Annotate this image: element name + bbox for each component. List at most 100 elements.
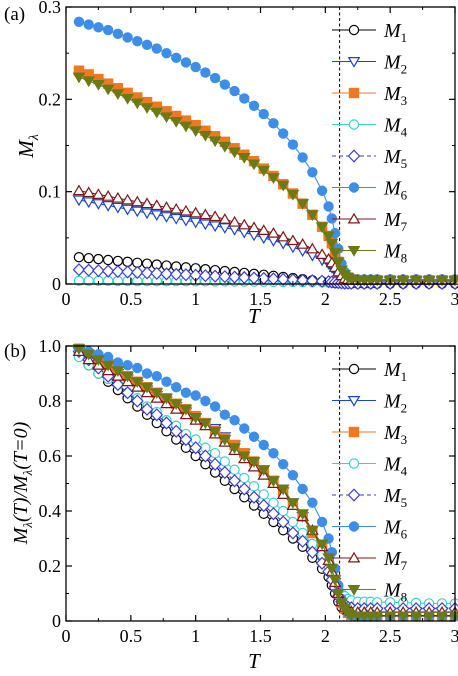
data-point-b-m8	[435, 611, 449, 623]
legend-label: M3	[383, 422, 407, 447]
data-point-a-m1	[93, 253, 104, 265]
data-point-b-m8	[257, 465, 271, 476]
data-point-b-m5	[267, 507, 280, 521]
data-point-b-m4	[229, 464, 240, 475]
data-point-a-m6	[102, 24, 114, 36]
data-point-b-m8	[296, 509, 309, 520]
y-tick-label-a: 0.1	[39, 182, 62, 202]
data-point-a-m7	[218, 213, 232, 224]
data-point-a-m6	[151, 43, 162, 54]
data-point-a-m6	[248, 100, 260, 111]
data-point-b-m6	[151, 371, 162, 382]
data-point-a-m7	[247, 221, 261, 233]
legend-marker	[347, 245, 361, 257]
data-point-b-m5	[130, 394, 144, 408]
data-point-b-m4	[268, 497, 279, 508]
data-point-a-m6	[268, 118, 279, 129]
data-point-b-m8	[160, 393, 173, 405]
data-point-b-m6	[132, 362, 143, 374]
panel-b: (b) M1 M2 M3 M4 M5 M6 M7 M8 0 0.5 1 1.5 2 2.5 3 0 0.2 0.…	[4, 336, 458, 673]
legend-entry-a-m8: M8	[332, 241, 407, 266]
legend-a: M1 M2 M3 M4 M5 M6 M7 M8	[332, 20, 408, 266]
legend-marker	[348, 426, 360, 438]
data-point-b-m5	[218, 465, 232, 480]
data-point-a-m5	[228, 270, 241, 284]
legend-label: M4	[383, 115, 408, 140]
data-point-b-m6	[277, 459, 289, 470]
data-point-b-m8	[335, 598, 348, 610]
legend-entry-b-m3: M3	[332, 422, 407, 447]
data-point-a-m6	[180, 57, 192, 68]
y-tick-label-b: 0.8	[39, 391, 62, 411]
data-point-a-m8	[296, 199, 309, 210]
data-point-a-m7	[315, 248, 329, 259]
data-point-a-m7	[179, 204, 193, 216]
y-axis-label-b-end: (T=0)	[10, 421, 32, 469]
x-tick-label-b: 0	[62, 626, 71, 646]
legend-marker	[348, 182, 360, 193]
data-point-a-m8	[276, 180, 290, 192]
legend-label: M8	[383, 580, 407, 605]
data-point-a-m6	[171, 52, 182, 63]
data-point-b-m4	[287, 516, 299, 528]
data-point-b-m6	[248, 431, 260, 442]
data-point-a-m5	[267, 272, 280, 286]
data-point-a-m8	[267, 173, 280, 185]
data-point-a-m6	[229, 85, 240, 97]
data-point-b-m6	[209, 401, 221, 412]
x-tick-label-a: 0.5	[120, 289, 143, 309]
data-point-a-m6	[132, 35, 143, 47]
legend-label: M5	[383, 146, 407, 171]
series-b-m7	[72, 345, 458, 617]
data-point-b-m6	[307, 497, 318, 508]
legend-entry-a-m3: M3	[332, 83, 407, 108]
data-point-a-m8	[370, 275, 384, 287]
y-axis-label-b-sub2: λ	[20, 469, 35, 476]
legend-marker	[347, 488, 361, 502]
data-point-b-m8	[92, 355, 105, 366]
legend-entry-b-m8: M8	[332, 580, 407, 605]
legend-entry-a-m4: M4	[332, 115, 408, 140]
legend-entry-a-m1: M1	[332, 20, 407, 45]
legend-marker	[348, 363, 360, 375]
data-point-b-m8	[121, 371, 134, 383]
data-point-a-m8	[286, 189, 300, 201]
data-point-a-m2	[82, 197, 96, 209]
legend-marker	[347, 551, 361, 563]
legend-label: M1	[383, 359, 407, 384]
data-point-a-m7	[72, 184, 86, 196]
data-point-a-m5	[160, 267, 173, 281]
data-point-a-m5	[237, 270, 251, 285]
legend-entry-a-m2: M2	[332, 52, 407, 77]
data-point-a-m7	[140, 197, 154, 209]
data-point-b-m8	[370, 611, 384, 623]
data-point-a-m5	[130, 265, 144, 280]
data-point-b-m8	[101, 360, 115, 372]
data-point-b-m4	[258, 489, 269, 500]
data-point-b-m6	[112, 357, 124, 368]
data-point-a-m6	[122, 32, 133, 43]
data-point-a-m7	[82, 186, 96, 198]
data-point-b-m8	[325, 564, 339, 575]
plot-a-data	[72, 7, 458, 290]
data-point-a-m2	[179, 215, 193, 227]
data-point-a-m8	[82, 76, 96, 88]
x-tick-label-b: 2	[321, 626, 330, 646]
data-point-b-m5	[121, 386, 134, 400]
legend-label: M2	[383, 391, 407, 416]
y-axis-label-b-main: M	[10, 526, 32, 545]
legend-entry-b-m6: M6	[332, 517, 408, 542]
y-tick-label-b: 0.2	[39, 556, 62, 576]
data-point-a-m2	[72, 195, 86, 207]
data-point-b-m8	[267, 476, 280, 487]
data-point-a-m7	[101, 190, 115, 201]
data-point-b-m5	[247, 490, 261, 504]
data-point-b-m8	[306, 525, 319, 537]
data-point-b-m4	[239, 472, 250, 484]
data-point-a-m2	[199, 219, 212, 231]
data-point-a-m6	[297, 152, 308, 163]
data-point-a-m8	[101, 84, 115, 96]
data-point-a-m2	[130, 206, 144, 218]
data-point-a-m8	[160, 112, 173, 124]
